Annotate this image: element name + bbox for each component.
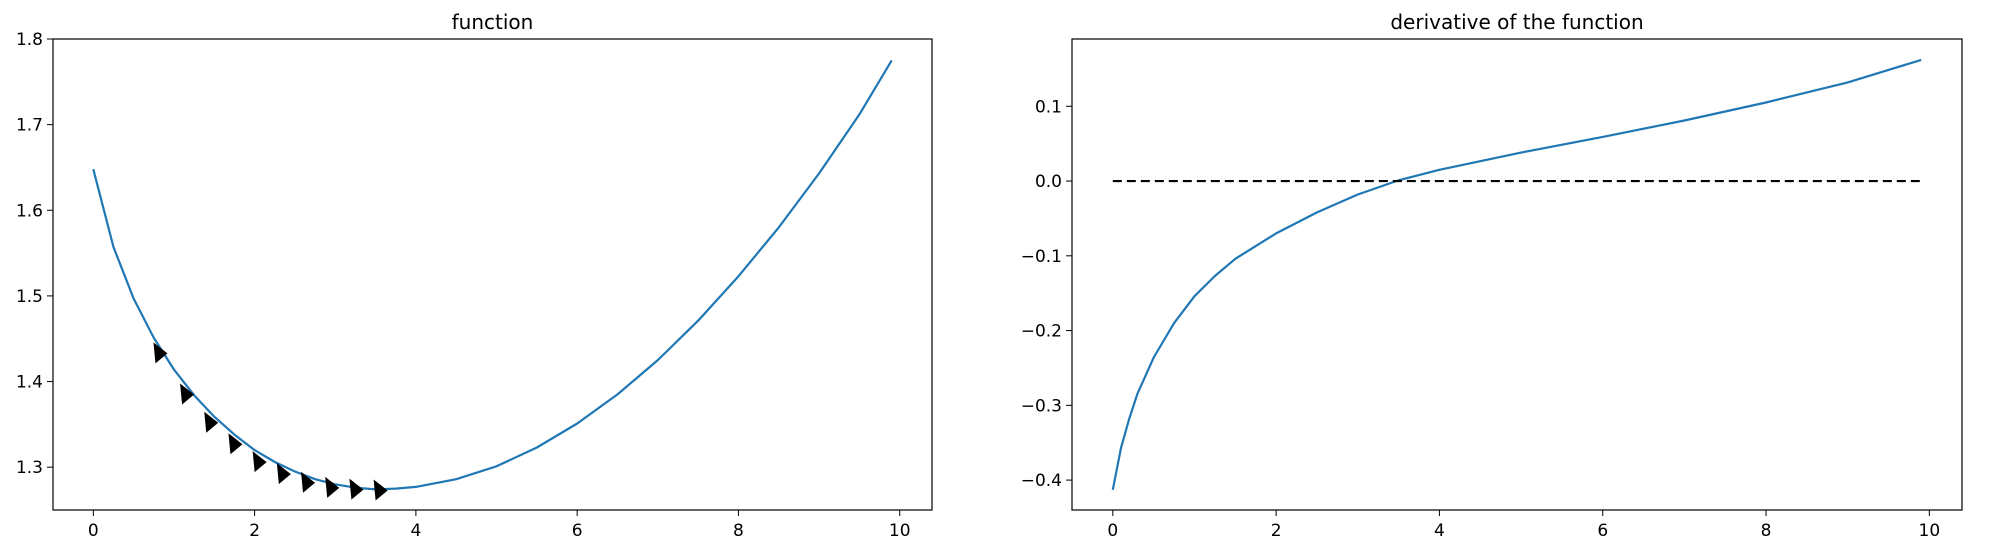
plot-frame [1071, 38, 1963, 511]
chart-panel-2: derivative of the function 0 2 4 6 8 10 −0.4 −0.… [1021, 10, 1963, 541]
step-marker [252, 451, 267, 473]
y-tick-label: 1.7 [16, 116, 43, 136]
y-tick-label: 1.4 [16, 373, 43, 393]
y-tick-label: 1.6 [16, 201, 43, 221]
x-tick-label: 0 [1107, 521, 1118, 541]
x-tick-label: 2 [1271, 521, 1282, 541]
step-marker [276, 463, 291, 485]
chart-title: derivative of the function [1390, 10, 1643, 34]
x-tick-label: 10 [889, 521, 911, 541]
x-tick-label: 2 [249, 521, 260, 541]
plot-frame [52, 38, 933, 511]
x-tick-label: 8 [733, 521, 744, 541]
x-tick-label: 0 [88, 521, 99, 541]
y-tick-label: 1.8 [16, 30, 43, 50]
y-tick-label: −0.1 [1021, 247, 1062, 267]
y-tick-label: 1.5 [16, 287, 43, 307]
y-tick-label: 0.1 [1035, 97, 1062, 117]
step-marker [204, 411, 219, 433]
y-tick-label: 0.0 [1035, 172, 1062, 192]
x-tick-label: 6 [572, 521, 583, 541]
x-tick-label: 10 [1919, 521, 1941, 541]
series-line [1111, 58, 1922, 491]
step-marker [153, 342, 168, 364]
step-marker [180, 383, 195, 405]
x-tick-label: 4 [1434, 521, 1445, 541]
x-tick-label: 8 [1761, 521, 1772, 541]
chart-title: function [452, 10, 534, 34]
chart-panel-1: function 0 2 4 6 8 10 1.3 1.4 1.5 1.6 1.7 1.8 [16, 10, 933, 541]
y-tick-label: −0.2 [1021, 322, 1062, 342]
y-tick-label: 1.3 [16, 458, 43, 478]
step-marker [301, 471, 316, 493]
step-marker [325, 476, 340, 498]
x-tick-label: 6 [1597, 521, 1608, 541]
y-tick-label: −0.4 [1021, 471, 1062, 491]
step-marker [228, 433, 243, 455]
step-marker [349, 478, 364, 500]
y-tick-label: −0.3 [1021, 396, 1062, 416]
step-marker [373, 479, 388, 501]
x-tick-label: 4 [410, 521, 421, 541]
